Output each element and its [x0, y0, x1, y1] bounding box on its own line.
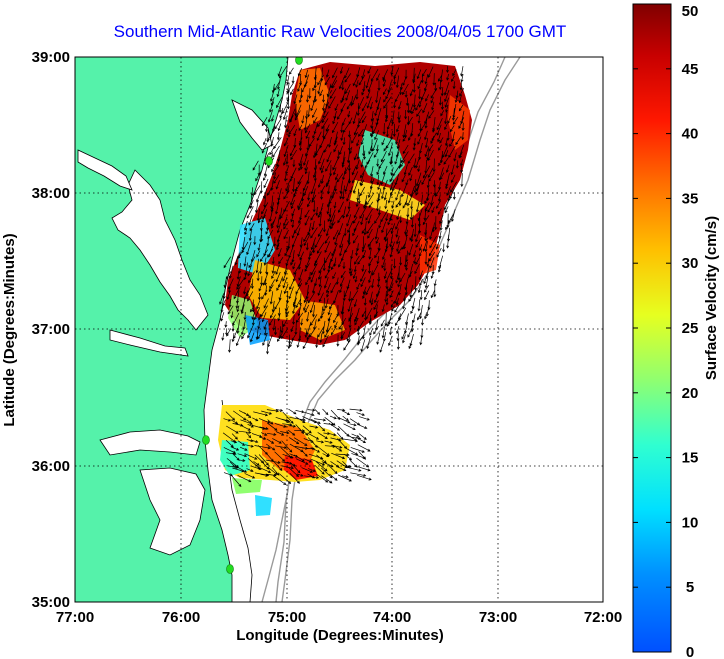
pamlico-sound [139, 467, 206, 556]
station-marker [295, 57, 303, 65]
x-tick-label: 76:00 [162, 609, 200, 626]
station-marker [226, 564, 234, 574]
colorbar-tick-label: 40 [682, 126, 699, 143]
x-tick-label: 77:00 [56, 609, 94, 626]
colorbar-ticks: 0 5 10 15 20 25 30 35 40 45 50 [633, 3, 698, 659]
map-title: Southern Mid-Atlantic Raw Velocities 200… [113, 22, 567, 41]
colorbar-tick-label: 35 [682, 190, 699, 207]
y-axis-label: Latitude (Degrees:Minutes) [1, 233, 18, 426]
y-tick-label: 37:00 [32, 321, 70, 338]
colorbar-tick-label: 5 [686, 579, 694, 596]
x-tick-label: 75:00 [268, 609, 306, 626]
albemarle-sound [99, 429, 201, 456]
station-marker [265, 156, 273, 166]
colorbar-tick-label: 15 [682, 450, 699, 467]
x-tick-label: 73:00 [479, 609, 517, 626]
plot-frame [74, 56, 604, 603]
colorbar-tick-label: 30 [682, 255, 699, 272]
land-mass [75, 57, 289, 602]
colorbar-tick-label: 45 [682, 61, 699, 78]
james-river [109, 329, 189, 357]
y-tick-label: 38:00 [32, 185, 70, 202]
y-tick-label: 35:00 [32, 594, 70, 611]
x-tick-label: 72:00 [584, 609, 622, 626]
colorbar-tick-label: 50 [682, 3, 699, 20]
colorbar [632, 3, 672, 653]
colorbar-tick-label: 0 [686, 644, 694, 659]
x-tick-label: 74:00 [373, 609, 411, 626]
y-axis-ticks: 39:00 38:00 37:00 36:00 35:00 [32, 49, 70, 611]
x-axis-ticks: 77:00 76:00 75:00 74:00 73:00 72:00 [56, 609, 622, 626]
x-axis-label: Longitude (Degrees:Minutes) [236, 627, 444, 644]
grid-lines [75, 57, 603, 602]
station-marker [202, 435, 210, 445]
velocity-vector [219, 66, 465, 488]
colorbar-tick-label: 10 [682, 514, 699, 531]
hf-radar-stations [202, 57, 303, 574]
chesapeake-bay [111, 169, 209, 331]
colorbar-label: Surface Velocity (cm/s) [703, 216, 720, 380]
velocity-arrows [219, 66, 465, 488]
delaware-bay [231, 99, 273, 151]
colorbar-tick-label: 20 [682, 385, 699, 402]
colorbar-tick-label: 25 [682, 320, 699, 337]
y-tick-label: 39:00 [32, 49, 70, 66]
y-tick-label: 36:00 [32, 458, 70, 475]
potomac-river [77, 149, 133, 191]
